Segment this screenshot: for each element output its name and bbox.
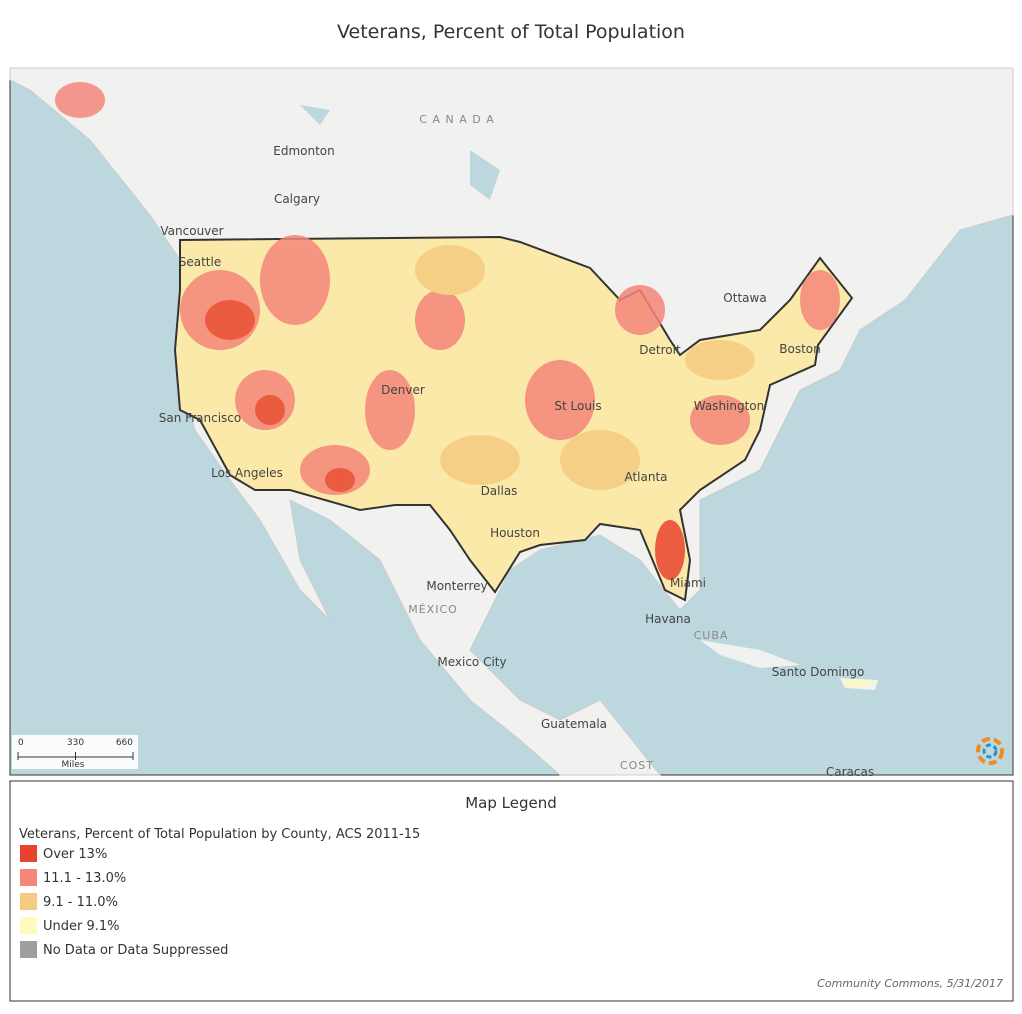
scale-unit: Miles — [62, 760, 85, 770]
scale-tick-label: 0 — [18, 738, 24, 748]
map: C A N A D A Edmonton Calgary Vancouver S… — [9, 67, 1014, 779]
legend-swatch — [20, 893, 37, 910]
city-label: Washington — [694, 399, 765, 413]
city-label: Caracas — [826, 765, 874, 779]
scale-bar: Miles 0 330 660 — [12, 735, 138, 770]
city-label: Dallas — [481, 484, 518, 498]
city-label: Edmonton — [273, 144, 335, 158]
logo — [976, 737, 1004, 765]
legend-swatch — [20, 917, 37, 934]
country-label: MÉXICO — [408, 603, 458, 616]
country-label: C A N A D A — [419, 113, 494, 126]
city-label: Boston — [779, 342, 820, 356]
us-counties — [173, 235, 854, 602]
country-label: CUBA — [694, 629, 729, 642]
city-label: Monterrey — [426, 579, 487, 593]
city-label: San Francisco — [159, 411, 241, 425]
islands — [700, 640, 878, 690]
city-label: Houston — [490, 526, 540, 540]
legend-subtitle: Veterans, Percent of Total Population by… — [19, 827, 420, 842]
city-label: Ottawa — [723, 291, 766, 305]
scale-tick-label: 660 — [116, 738, 133, 748]
legend-swatch — [20, 869, 37, 886]
legend-label: Under 9.1% — [43, 919, 120, 934]
city-label: Los Angeles — [211, 466, 283, 480]
legend-label: 9.1 - 11.0% — [43, 895, 118, 910]
legend-items: Over 13% 11.1 - 13.0% 9.1 - 11.0% Under 9.1… — [20, 845, 228, 958]
legend-title: Map Legend — [465, 794, 557, 812]
legend-swatch — [20, 845, 37, 862]
city-label: Vancouver — [160, 224, 223, 238]
city-label: Denver — [381, 383, 425, 397]
scale-tick-label: 330 — [67, 738, 84, 748]
country-label: COST — [620, 759, 654, 772]
city-label: Havana — [645, 612, 691, 626]
city-label: St Louis — [554, 399, 601, 413]
county-shading — [55, 82, 872, 687]
legend: Map Legend Veterans, Percent of Total Po… — [9, 780, 1014, 1002]
legend-swatch — [20, 941, 37, 958]
city-label: Detroit — [639, 343, 681, 357]
city-label: Mexico City — [437, 655, 506, 669]
city-label: Miami — [670, 576, 706, 590]
city-label: Guatemala — [541, 717, 607, 731]
page-title: Veterans, Percent of Total Population — [337, 21, 685, 43]
city-label: Seattle — [179, 255, 221, 269]
legend-label: 11.1 - 13.0% — [43, 871, 126, 886]
city-label: Calgary — [274, 192, 320, 206]
city-label: Santo Domingo — [772, 665, 865, 679]
legend-label: Over 13% — [43, 847, 107, 862]
city-label: Atlanta — [624, 470, 667, 484]
legend-frame — [9, 780, 1014, 1002]
source: Community Commons, 5/31/2017 — [817, 977, 1003, 990]
legend-label: No Data or Data Suppressed — [43, 943, 228, 958]
lakes — [300, 105, 500, 200]
